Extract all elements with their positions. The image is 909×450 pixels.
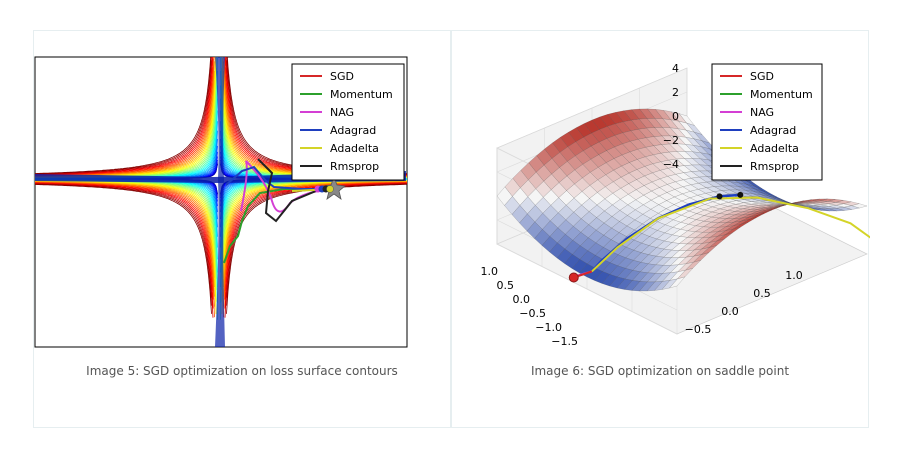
contour-line <box>35 57 215 177</box>
trajectory-rmsprop <box>257 158 335 223</box>
contour-line <box>35 182 214 309</box>
marker-adadelta <box>326 185 334 193</box>
legend-label-momentum: Momentum <box>750 88 813 101</box>
legend-label-rmsprop: Rmsprop <box>750 160 799 173</box>
trajectory-adadelta <box>591 196 870 273</box>
contour-line <box>221 180 407 315</box>
contour-line <box>35 180 217 315</box>
z-tick-label: 0 <box>672 110 679 123</box>
saddle-surface <box>496 108 868 292</box>
contour-line <box>35 181 215 297</box>
z-tick-label: −2 <box>663 134 679 147</box>
saddle-chart: 420−2−41.00.50.0−0.5−1.0−1.51.00.50.0−0.… <box>481 62 870 348</box>
figure-card-contours: SGD Momentum NAG Adagrad Adadelta Rmsprop Ima… <box>33 30 451 428</box>
caption-saddle: Image 6: SGD optimization on saddle poin… <box>530 364 790 378</box>
contour-line <box>35 57 216 178</box>
contour-line <box>35 181 215 307</box>
contour-line <box>35 183 212 298</box>
contour-line <box>35 57 213 175</box>
legend-label-adadelta: Adadelta <box>750 142 799 155</box>
contour-line <box>226 184 407 314</box>
legend-label-rmsprop: Rmsprop <box>330 160 379 173</box>
z-tick-label: 4 <box>672 62 679 75</box>
legend-label-nag: NAG <box>750 106 774 119</box>
contour-line <box>35 60 212 175</box>
contour-line <box>223 181 407 278</box>
contour-line <box>35 180 217 302</box>
y-tick-label: −0.5 <box>519 307 546 320</box>
contour-line <box>35 182 215 318</box>
contour-line <box>223 181 407 307</box>
legend-label-sgd: SGD <box>750 70 774 83</box>
contour-line <box>35 182 214 300</box>
z-tick-label: −4 <box>663 158 679 171</box>
contour-line <box>35 183 214 318</box>
z-tick-label: 2 <box>672 86 679 99</box>
contour-line <box>35 181 215 278</box>
contour-line <box>35 70 215 177</box>
trajectories <box>223 158 346 264</box>
legend-label-adagrad: Adagrad <box>750 124 796 137</box>
contour-line <box>35 57 213 176</box>
contour-line <box>35 67 214 176</box>
y-tick-label: 0.0 <box>513 293 531 306</box>
marker-adagrad <box>737 191 744 198</box>
contour-line <box>35 184 212 314</box>
legend-label-nag: NAG <box>330 106 354 119</box>
caption-contours: Image 5: SGD optimization on loss surfac… <box>86 364 398 378</box>
contour-line <box>35 180 217 269</box>
trajectory-adagrad <box>225 165 334 190</box>
y-tick-label: 0.5 <box>497 279 515 292</box>
marker-rmsprop <box>716 193 723 200</box>
x-tick-label: 1.0 <box>785 269 803 282</box>
y-tick-label: −1.0 <box>535 321 562 334</box>
contour-line <box>35 89 217 178</box>
contour-line <box>35 80 215 177</box>
contour-line <box>35 57 217 178</box>
contour-line <box>221 180 407 302</box>
x-tick-label: −0.5 <box>685 323 712 336</box>
saddle-plot-area: 420−2−41.00.50.0−0.5−1.0−1.51.00.50.0−0.… <box>481 62 870 348</box>
contour-line <box>35 180 217 290</box>
contour-line <box>35 57 215 176</box>
legend-box <box>291 63 405 181</box>
marker-sgd <box>568 272 579 283</box>
contour-line <box>35 181 215 288</box>
surface-facet <box>669 276 686 289</box>
contour-line <box>35 182 214 291</box>
trajectories <box>568 191 870 283</box>
axis-ticks: 420−2−41.00.50.0−0.5−1.0−1.51.00.50.0−0.… <box>481 62 803 348</box>
legend-label-adagrad: Adagrad <box>330 124 376 137</box>
contour-line <box>35 183 212 306</box>
figure-card-saddle: 4 2 0 −2 −4 1.0 0.5 0.0 −0.5 −1.0 −1.5 1.0 0.5 0.0 −0.… <box>451 30 870 428</box>
legend-label-adadelta: Adadelta <box>330 142 379 155</box>
legend-box <box>711 63 823 181</box>
x-tick-label: 0.5 <box>753 287 771 300</box>
contour-chart: SGD Momentum NAG Adagrad Adadelta Rmsprop <box>34 56 408 348</box>
legend: SGD Momentum NAG Adagrad Adadelta Rmsprop <box>711 63 823 181</box>
x-tick-label: 0.0 <box>721 305 739 318</box>
contour-line <box>35 68 217 178</box>
contour-band-vertical <box>215 57 225 347</box>
contour-line <box>35 61 215 177</box>
contour-line <box>223 181 407 288</box>
contour-line <box>221 180 407 269</box>
contour-line <box>35 57 212 175</box>
contour-line <box>35 57 212 174</box>
contour-line <box>35 58 214 176</box>
legend-label-sgd: SGD <box>330 70 354 83</box>
legend-label-momentum: Momentum <box>330 88 393 101</box>
y-tick-label: −1.5 <box>551 335 578 348</box>
contour-line <box>223 181 407 297</box>
legend: SGD Momentum NAG Adagrad Adadelta Rmsprop <box>291 63 405 181</box>
contour-line <box>221 180 407 290</box>
contour-lines <box>35 57 407 347</box>
y-tick-label: 1.0 <box>481 265 499 278</box>
